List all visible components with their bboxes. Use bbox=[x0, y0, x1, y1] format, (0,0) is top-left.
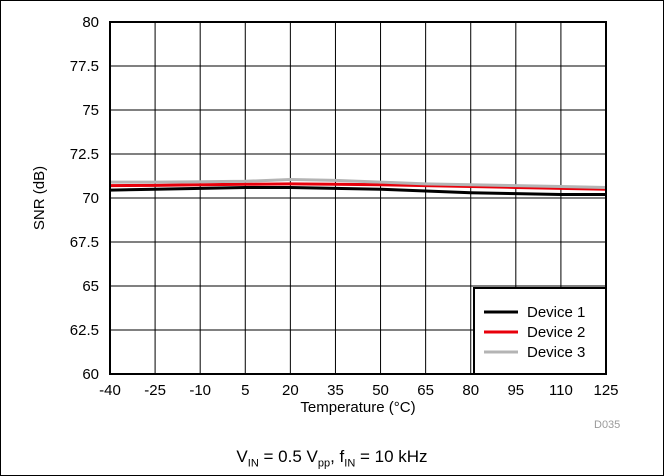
y-tick-label-7: 77.5 bbox=[70, 58, 99, 75]
legend-label-device-3: Device 3 bbox=[527, 344, 585, 361]
legend-label-device-1: Device 1 bbox=[527, 304, 585, 321]
caption-f-sub: IN bbox=[344, 457, 356, 470]
x-tick-label-7: 65 bbox=[417, 382, 434, 399]
caption-v-sub: IN bbox=[247, 457, 259, 470]
x-tick-label-10: 110 bbox=[549, 382, 573, 399]
drawing-id: D035 bbox=[594, 419, 621, 431]
x-tick-label-9: 95 bbox=[507, 382, 524, 399]
caption-v: V bbox=[236, 447, 248, 466]
x-tick-labels: -40 -25 -10 5 20 35 50 65 80 95 110 125 bbox=[99, 382, 618, 399]
plot-border bbox=[109, 21, 607, 375]
y-tick-label-0: 60 bbox=[82, 366, 99, 383]
y-tick-labels: 60 62.5 65 67.5 70 72.5 75 77.5 80 bbox=[70, 14, 99, 383]
caption-f-value: = 10 kHz bbox=[355, 447, 428, 466]
x-tick-label-3: 5 bbox=[241, 382, 249, 399]
legend-label-device-2: Device 2 bbox=[527, 324, 585, 341]
x-tick-label-6: 50 bbox=[372, 382, 389, 399]
series-line-device-2 bbox=[109, 182, 607, 191]
x-tick-label-8: 80 bbox=[462, 382, 479, 399]
y-tick-label-6: 75 bbox=[82, 102, 99, 119]
y-tick-label-8: 80 bbox=[82, 14, 99, 31]
series-lines bbox=[109, 178, 607, 196]
x-tick-label-4: 20 bbox=[282, 382, 299, 399]
y-tick-label-3: 67.5 bbox=[70, 234, 99, 251]
y-tick-label-1: 62.5 bbox=[70, 322, 99, 339]
x-axis-label: Temperature (°C) bbox=[300, 399, 415, 416]
y-axis-label: SNR (dB) bbox=[31, 166, 48, 230]
y-tick-label-5: 72.5 bbox=[70, 146, 99, 163]
x-tick-label-0: -40 bbox=[99, 382, 121, 399]
x-tick-label-1: -25 bbox=[144, 382, 166, 399]
series-line-device-3 bbox=[110, 178, 607, 189]
x-tick-label-11: 125 bbox=[593, 382, 618, 399]
caption-v-value: = 0.5 V bbox=[258, 447, 318, 466]
snr-vs-temperature-chart: -40 -25 -10 5 20 35 50 65 80 95 110 125 60 62.5 65 67.… bbox=[31, 14, 619, 416]
x-tick-label-5: 35 bbox=[327, 382, 344, 399]
y-tick-label-4: 70 bbox=[82, 190, 99, 207]
legend: Device 1 Device 2 Device 3 bbox=[473, 287, 607, 375]
series-line-device-1 bbox=[109, 185, 606, 196]
x-tick-label-2: -10 bbox=[189, 382, 211, 399]
y-tick-label-2: 65 bbox=[82, 278, 99, 295]
caption: VIN = 0.5 Vpp, fIN = 10 kHz bbox=[0, 447, 664, 469]
caption-sep: , f bbox=[330, 447, 345, 466]
caption-vpp-sub: pp bbox=[317, 457, 331, 470]
